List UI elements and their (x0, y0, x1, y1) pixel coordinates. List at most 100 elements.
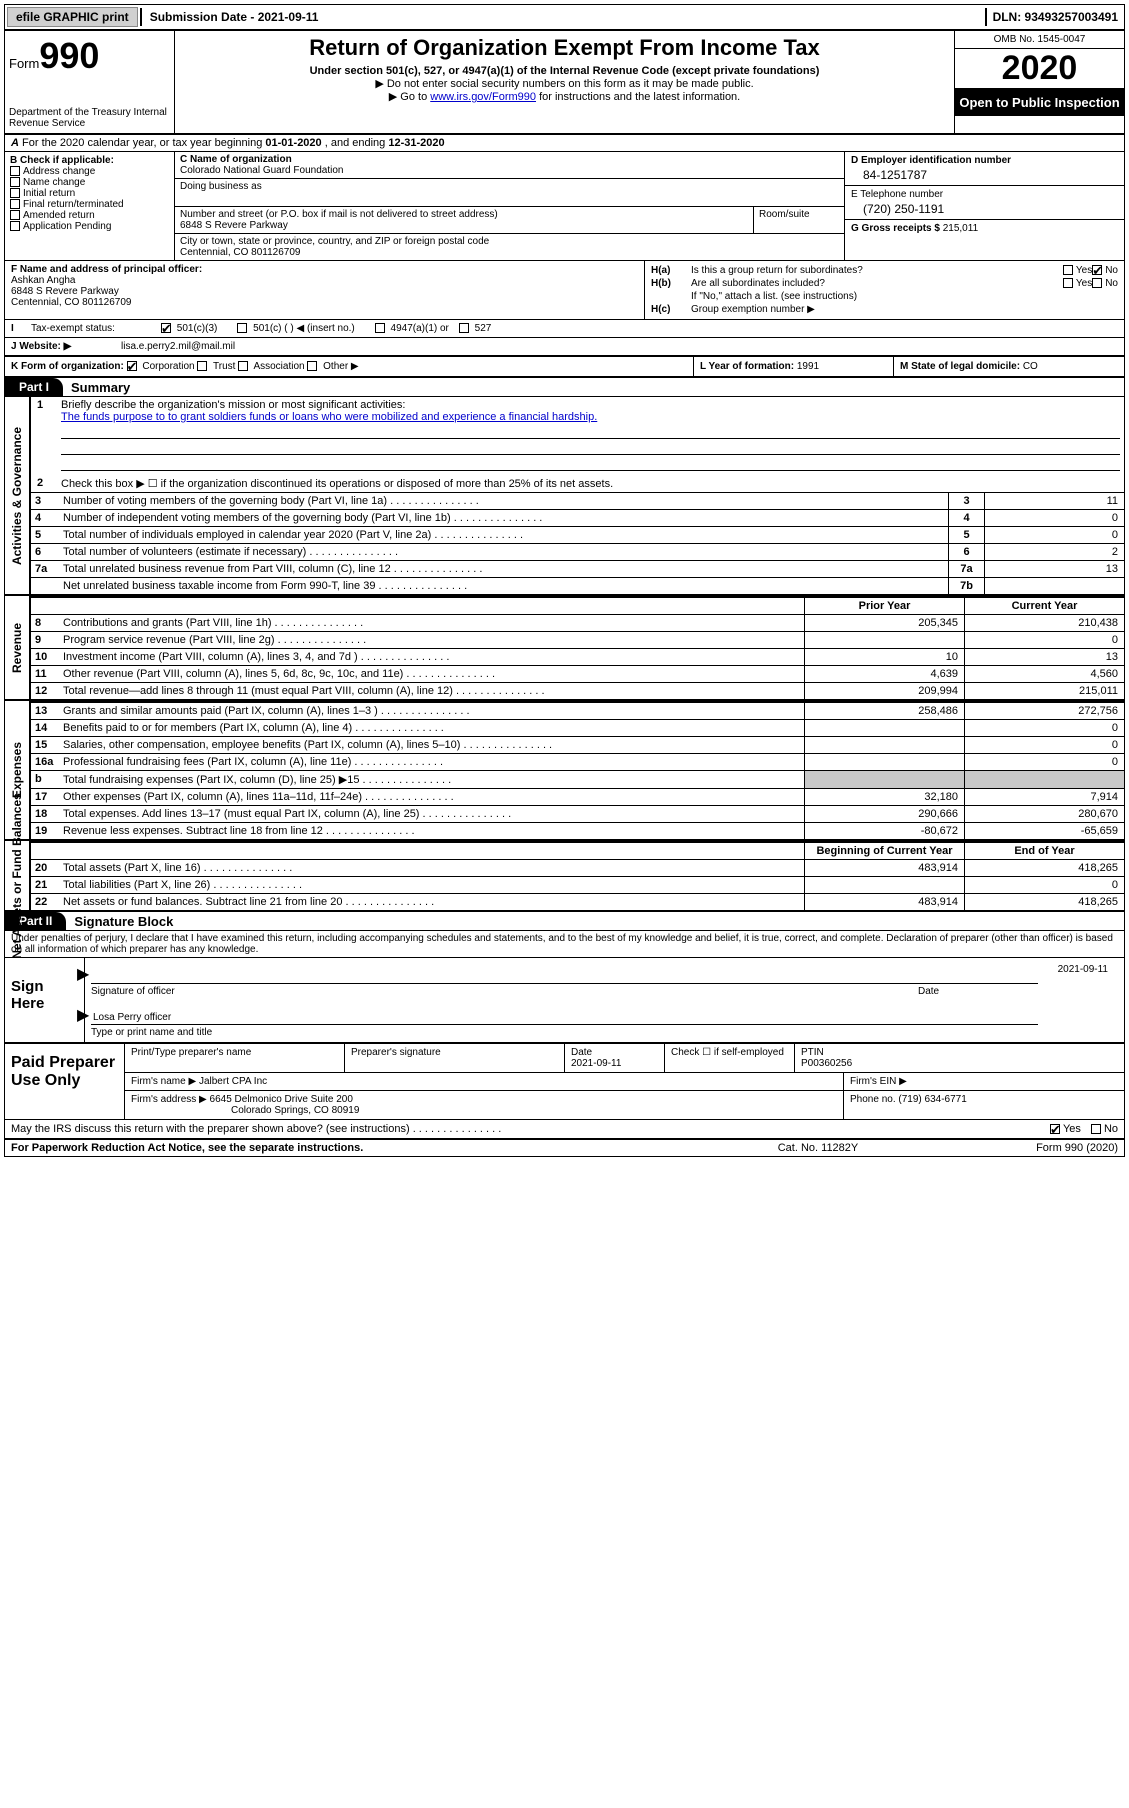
table-row: Net unrelated business taxable income fr… (31, 577, 1124, 594)
col-b-header: B Check if applicable: (10, 155, 169, 166)
blank (59, 843, 804, 859)
k-trust-label: Trust (213, 361, 235, 372)
hb-no[interactable]: No (1092, 278, 1118, 289)
form-word: Form (9, 56, 39, 71)
row-i-lab: I (11, 323, 31, 334)
form-title: Return of Organization Exempt From Incom… (181, 35, 948, 61)
hb-yes[interactable]: Yes (1063, 278, 1092, 289)
chk-final[interactable]: Final return/terminated (10, 199, 169, 210)
k-assoc[interactable]: Association (238, 361, 304, 372)
opt-501c[interactable]: 501(c) ( ) ◀ (insert no.) (237, 323, 354, 334)
m-label: M State of legal domicile: (900, 361, 1020, 372)
row-num: 9 (31, 632, 59, 648)
chk-amended-label: Amended return (23, 210, 95, 221)
row-val: 2 (984, 544, 1124, 560)
tax-exempt-label: Tax-exempt status: (31, 323, 161, 334)
irs-link[interactable]: www.irs.gov/Form990 (430, 91, 536, 103)
table-row: 20 Total assets (Part X, line 16)483,914… (31, 859, 1124, 876)
public-inspection: Open to Public Inspection (955, 89, 1124, 116)
row-num: 10 (31, 649, 59, 665)
side-revenue: Revenue (5, 596, 31, 699)
ha-yes[interactable]: Yes (1063, 265, 1092, 276)
net-table: Beginning of Current Year End of Year 20… (31, 841, 1124, 910)
gross-cell: G Gross receipts $ 215,011 (845, 220, 1124, 237)
blank-line (61, 441, 1120, 455)
website-label: J Website: ▶ (11, 341, 121, 352)
ha-text: Is this a group return for subordinates? (691, 265, 1063, 276)
row-num: 18 (31, 806, 59, 822)
dln-label: DLN: 93493257003491 (985, 8, 1124, 26)
efile-button[interactable]: efile GRAPHIC print (7, 7, 138, 27)
col-h: H(a) Is this a group return for subordin… (645, 261, 1124, 319)
row-i-tax-exempt: I Tax-exempt status: 501(c)(3) 501(c) ( … (5, 320, 1124, 338)
cell-current: 280,670 (964, 806, 1124, 822)
addr-value: 6848 S Revere Parkway (180, 220, 748, 231)
blank (59, 598, 804, 614)
prep-date-label: Date (571, 1047, 592, 1058)
cell-shade (964, 771, 1124, 788)
table-row: 18 Total expenses. Add lines 13–17 (must… (31, 805, 1124, 822)
row-num: b (31, 771, 59, 788)
sig-line-1: ▶ 2021-09-11 (91, 964, 1038, 984)
opt-501c3-label: 501(c)(3) (177, 323, 218, 334)
city-cell: City or town, state or province, country… (175, 234, 844, 260)
row-num (31, 578, 59, 594)
form-number: Form990 (9, 35, 170, 77)
chk-name[interactable]: Name change (10, 177, 169, 188)
hb-row: H(b) Are all subordinates included? Yes … (651, 277, 1118, 290)
table-row: 15 Salaries, other compensation, employe… (31, 736, 1124, 753)
chk-amended[interactable]: Amended return (10, 210, 169, 221)
row-num: 19 (31, 823, 59, 839)
firm-phone-cell: Phone no. (719) 634-6771 (844, 1091, 1124, 1119)
row-desc: Total liabilities (Part X, line 26) (59, 877, 804, 893)
irs-no[interactable]: No (1091, 1123, 1118, 1135)
header-right: OMB No. 1545-0047 2020 Open to Public In… (954, 31, 1124, 133)
part1-header: Part I Summary (5, 378, 1124, 397)
row-desc: Revenue less expenses. Subtract line 18 … (59, 823, 804, 839)
k-other[interactable]: Other ▶ (307, 361, 358, 372)
irs-yes[interactable]: Yes (1050, 1123, 1081, 1135)
table-row: b Total fundraising expenses (Part IX, c… (31, 770, 1124, 788)
row-desc: Number of voting members of the governin… (59, 493, 948, 509)
side-revenue-text: Revenue (10, 622, 24, 672)
footer-center: Cat. No. 11282Y (718, 1142, 918, 1154)
k-trust[interactable]: Trust (197, 361, 235, 372)
penalty-text: Under penalties of perjury, I declare th… (5, 931, 1124, 958)
opt-501c3[interactable]: 501(c)(3) (161, 323, 217, 334)
dba-cell: Doing business as (175, 179, 844, 207)
irs-discuss-label: May the IRS discuss this return with the… (11, 1123, 410, 1135)
chk-address[interactable]: Address change (10, 166, 169, 177)
paid-preparer-block: Paid Preparer Use Only Print/Type prepar… (5, 1044, 1124, 1120)
form-990-page: efile GRAPHIC print Submission Date - 20… (4, 4, 1125, 1157)
ha-no[interactable]: No (1092, 265, 1118, 276)
row-num: 14 (31, 720, 59, 736)
tel-value: (720) 250-1191 (851, 200, 1118, 216)
sub3-post: for instructions and the latest informat… (536, 91, 740, 103)
ptin-val: P00360256 (801, 1058, 852, 1069)
cell-prior (804, 720, 964, 736)
row-num: 6 (31, 544, 59, 560)
row-num: 13 (31, 703, 59, 719)
sig-officer-label: Signature of officer (91, 986, 918, 997)
cell-prior: 4,639 (804, 666, 964, 682)
column-b: B Check if applicable: Address change Na… (5, 152, 175, 260)
row-desc: Net unrelated business taxable income fr… (59, 578, 948, 594)
prep-name-hdr: Print/Type preparer's name (125, 1044, 345, 1072)
side-net: Net Assets or Fund Balances (5, 841, 31, 910)
cell-prior: 290,666 (804, 806, 964, 822)
opt-527[interactable]: 527 (459, 323, 491, 334)
table-row: 19 Revenue less expenses. Subtract line … (31, 822, 1124, 839)
firm-addr1: 6645 Delmonico Drive Suite 200 (210, 1094, 353, 1105)
table-row: 3 Number of voting members of the govern… (31, 492, 1124, 509)
chk-pending[interactable]: Application Pending (10, 221, 169, 232)
k-corp[interactable]: Corporation (127, 361, 195, 372)
arrow-icon: ▶ (77, 964, 89, 984)
sign-block: Sign Here ▶ 2021-09-11 Signature of offi… (5, 958, 1124, 1044)
cell-prior: 483,914 (804, 894, 964, 910)
chk-initial[interactable]: Initial return (10, 188, 169, 199)
irs-discuss-row: May the IRS discuss this return with the… (5, 1120, 1124, 1140)
opt-4947[interactable]: 4947(a)(1) or (375, 323, 449, 334)
col-f: F Name and address of principal officer:… (5, 261, 645, 319)
cell-current: 418,265 (964, 894, 1124, 910)
row-num: 21 (31, 877, 59, 893)
